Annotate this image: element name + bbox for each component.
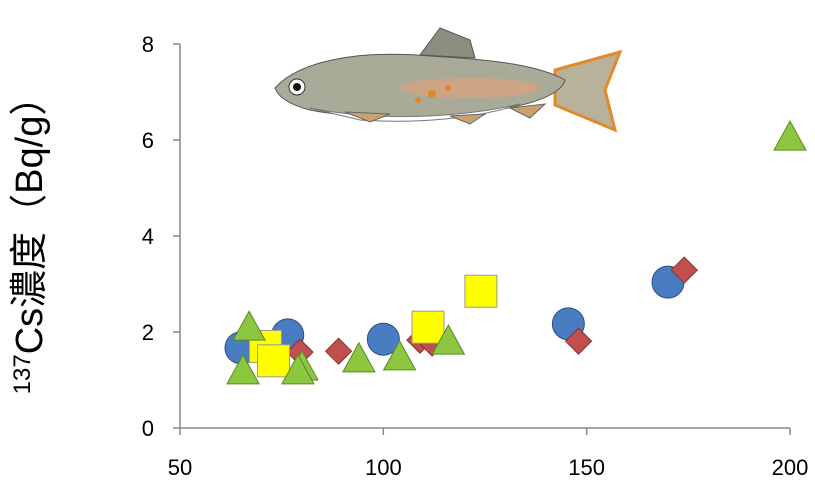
point (412, 311, 444, 343)
point (465, 275, 497, 307)
y-tick-label: 6 (142, 128, 154, 153)
fish-illustration (275, 28, 620, 130)
y-tick-label: 0 (142, 416, 154, 441)
point (233, 311, 265, 340)
x-tick-label: 150 (568, 455, 605, 480)
chart: 137Cs濃度（Bq/g） 0 2 4 6 8 50 100 150 200 (0, 0, 815, 485)
point (258, 345, 290, 377)
point (326, 338, 352, 364)
y-tick-label: 2 (142, 320, 154, 345)
y-axis-title: 137Cs濃度（Bq/g） (9, 78, 51, 395)
y-label: Cs濃度（Bq/g） (9, 78, 51, 355)
y-tick-label: 4 (142, 224, 154, 249)
x-tick-label: 200 (772, 455, 809, 480)
y-label-prefix: 137 (9, 354, 36, 394)
x-tick-label: 100 (365, 455, 402, 480)
point (774, 121, 806, 150)
x-tick-label: 50 (168, 455, 192, 480)
y-tick-label: 8 (142, 32, 154, 57)
